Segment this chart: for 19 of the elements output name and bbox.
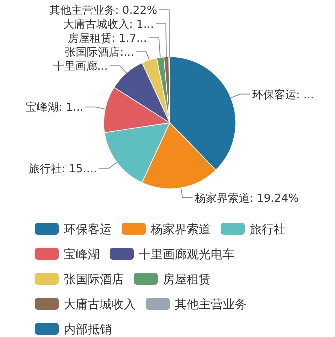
data-label: 大庸古城收入: 1...	[63, 18, 154, 31]
legend-label: 张国际酒店	[64, 272, 124, 286]
legend-label: 内部抵销	[64, 322, 112, 336]
legend-label: 房屋租赁	[163, 272, 211, 286]
legend-label: 环保客运	[64, 222, 112, 236]
data-label: 张国际酒店:...	[65, 46, 134, 59]
legend-label: 十里画廊观光电车	[139, 248, 235, 262]
legend-label: 其他主营业务	[175, 298, 247, 312]
data-label: 旅行社: 15....	[28, 162, 98, 176]
data-label: 其他主营业务: 0.22%	[49, 4, 158, 17]
legend-label: 旅行社	[250, 222, 286, 236]
legend-label: 杨家界索道	[150, 222, 211, 236]
legend-label: 大庸古城收入	[64, 298, 136, 312]
data-label: 房屋租赁: 1.7...	[68, 32, 148, 45]
data-label: 环保客运: ...	[252, 88, 314, 102]
data-label: 宝峰湖: 1...	[26, 101, 84, 114]
data-label: 十里画廊...	[54, 60, 108, 73]
data-label: 杨家界索道: 19.24%	[194, 192, 299, 205]
legend-label: 宝峰湖	[64, 248, 100, 262]
